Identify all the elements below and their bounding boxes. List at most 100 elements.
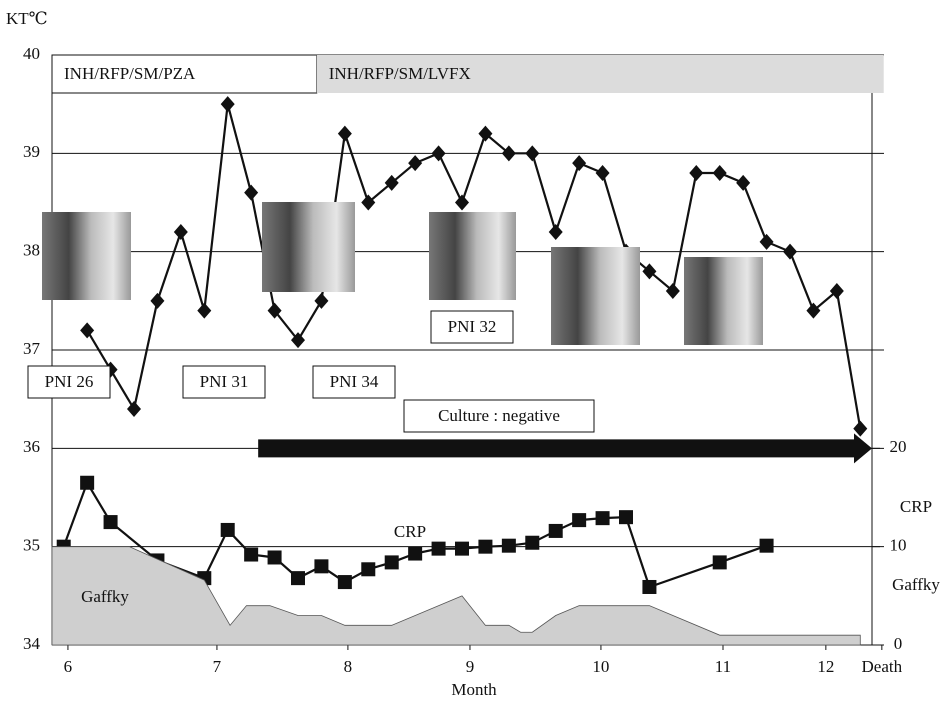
diamond-marker [197,302,212,319]
square-marker [80,475,95,490]
xray-image [684,257,763,345]
x-tick-label: 12 [817,657,834,676]
square-marker [501,538,516,553]
x-tick-label: 10 [592,657,609,676]
square-marker [455,541,469,556]
diamond-marker [291,332,305,349]
series-line [86,103,862,429]
square-marker [548,523,563,538]
diamond-marker [337,125,352,142]
diamond-marker [736,174,751,191]
series-name: CRP [394,522,426,541]
square-marker [619,510,633,525]
x-tick-label: 6 [64,657,73,676]
diamond-marker [595,165,610,181]
annotation-box [27,365,111,399]
square-marker [642,579,657,594]
square-marker [478,539,493,554]
diamond-marker [689,165,704,181]
annotation: PNI 31 [200,372,249,391]
square-marker [103,515,118,530]
regimen-label: INH/RFP/SM/LVFX [329,64,471,83]
regimen-label: INH/RFP/SM/PZA [64,64,196,83]
square-marker [525,535,540,550]
square-marker [408,546,423,561]
square-marker [267,550,282,565]
annotation-box [312,365,396,399]
xray-image [551,247,640,345]
diamond-marker [173,224,188,240]
diamond-marker [478,125,493,142]
y-tick-label: 35 [23,536,40,555]
y-tick-label: 38 [23,241,40,260]
x-tick-label: 11 [715,657,731,676]
diamond-marker [783,243,797,260]
gaffky-area [51,546,861,646]
culture-arrow [258,433,873,464]
series-name: Gaffky [892,575,940,594]
annotation-box [430,310,514,344]
diamond-marker [806,302,821,319]
y-tick-label: 37 [23,339,41,358]
diamond-marker [80,322,95,339]
diamond-marker [829,283,844,299]
annotation-box [182,365,266,399]
y-tick-label: 40 [23,44,40,63]
xray-image [42,212,131,300]
square-marker [572,513,587,528]
diamond-marker [408,155,423,172]
annotation: PNI 32 [448,317,497,336]
diamond-marker [853,420,868,437]
diamond-marker [431,145,446,162]
diamond-marker [501,145,516,162]
y-tick-label: 36 [23,437,40,456]
x-tick-label: Death [862,657,903,676]
diamond-marker [525,145,540,162]
x-axis-label: Month [451,680,497,699]
square-marker [361,562,376,577]
square-marker [291,571,305,586]
diamond-marker [267,302,282,319]
square-marker [759,538,774,553]
x-tick-label: 9 [466,657,475,676]
y2-tick-label: 10 [890,536,907,555]
square-marker [712,555,727,570]
square-marker [244,547,259,562]
diamond-marker [665,283,680,299]
diamond-marker [220,96,235,113]
diamond-marker [548,224,563,240]
square-marker [384,555,399,570]
y-axis-label: KT℃ [6,9,48,28]
diamond-marker [642,263,657,280]
y-tick-label: 39 [23,142,40,161]
square-marker [337,575,352,590]
xray-image [429,212,516,300]
square-marker [595,511,610,526]
diamond-marker [127,401,141,417]
diamond-marker [572,155,587,172]
y-tick-label: 34 [23,634,41,653]
annotation: PNI 26 [45,372,94,391]
square-marker [314,559,329,574]
y2-tick-label: 20 [890,437,907,456]
diamond-marker [384,174,399,191]
diamond-marker [712,165,727,181]
diamond-marker [150,292,165,309]
series-name: Gaffky [81,587,129,606]
y2-tick-label: 0 [894,634,903,653]
culture-box [403,399,595,433]
annotation: PNI 34 [330,372,379,391]
diamond-marker [244,184,259,201]
xray-image [262,202,355,292]
diamond-marker [361,194,376,211]
diamond-marker [759,233,774,250]
square-marker [431,541,446,556]
x-tick-label: 8 [344,657,353,676]
y2-axis-label: CRP [900,497,932,516]
square-marker [220,522,235,537]
culture-label: Culture : negative [438,406,560,425]
diamond-marker [314,292,329,309]
diamond-marker [455,194,469,211]
